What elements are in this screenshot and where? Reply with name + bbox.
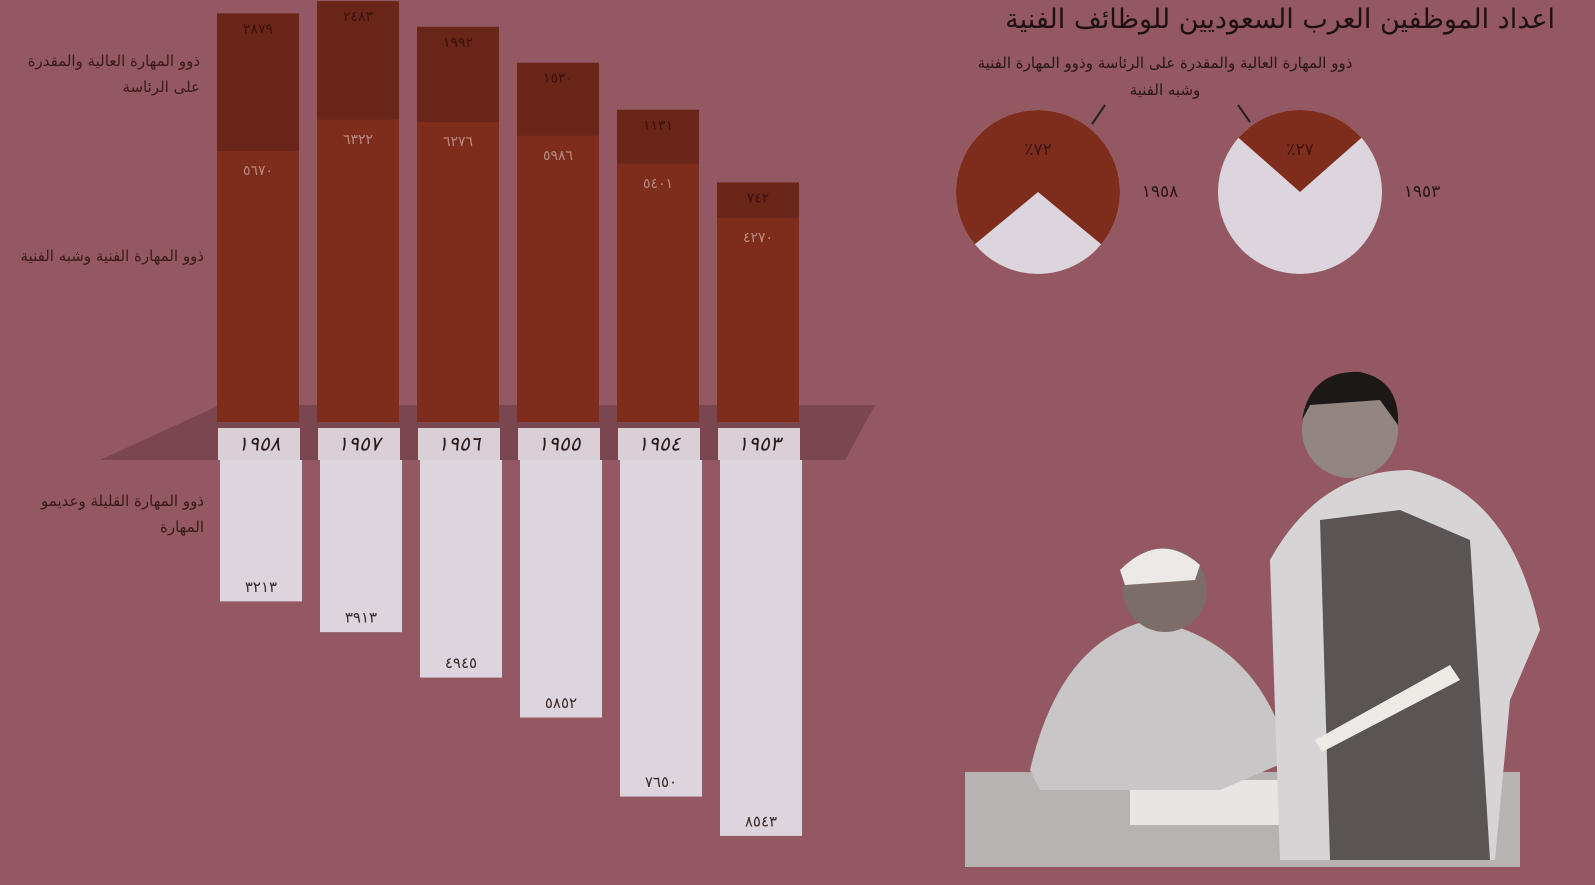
legend-label: ذوو المهارة الفنية وشبه الفنية bbox=[20, 247, 204, 265]
bar-segment bbox=[517, 62, 599, 136]
value-label: ٧٦٥٠ bbox=[645, 773, 677, 791]
value-label: ٪٧٢ bbox=[1024, 140, 1051, 160]
legend-label: ذوو المهارة القليلة وعديمو المهارة bbox=[41, 492, 204, 536]
value-label: ٪٢٧ bbox=[1286, 140, 1313, 160]
year-box bbox=[618, 428, 700, 460]
bar-segment bbox=[420, 460, 502, 678]
value-label: ٥٦٧٠ bbox=[243, 163, 273, 179]
value-label: ٥٩٨٦ bbox=[543, 148, 573, 164]
bar-segment bbox=[520, 460, 602, 718]
value-label: ٥٤٠١ bbox=[643, 176, 673, 192]
bar-segment bbox=[417, 122, 499, 422]
value-label: ٧٤٢ bbox=[747, 190, 770, 206]
bar-segment bbox=[717, 182, 799, 218]
value-label: ٦٢٧٦ bbox=[443, 134, 473, 150]
legend-label: ذوو المهارة العالية والمقدرة على الرئاسة bbox=[27, 52, 200, 96]
year-box bbox=[218, 428, 300, 460]
value-label: ٤٢٧٠ bbox=[743, 230, 773, 246]
value-label: ٢٤٨٣ bbox=[343, 9, 374, 25]
x-tick-label: ١٩٥٥ bbox=[538, 432, 582, 456]
bar-segment bbox=[417, 26, 499, 123]
bar-segment bbox=[317, 119, 399, 422]
value-label: ٦٣٢٢ bbox=[343, 132, 373, 148]
x-tick-label: ١٩٥٤ bbox=[638, 432, 682, 456]
value-label: ٥٨٥٢ bbox=[545, 694, 577, 712]
pie-slice bbox=[956, 109, 1120, 245]
bar-segment bbox=[320, 460, 402, 633]
bar-segment bbox=[620, 460, 702, 797]
bar-segment bbox=[217, 13, 299, 151]
bar-segment bbox=[617, 163, 699, 422]
bar-segment bbox=[717, 217, 799, 422]
pie-label: ١٩٥٨ bbox=[1142, 182, 1179, 202]
x-tick-label: ١٩٥٨ bbox=[238, 432, 281, 456]
x-tick-label: ١٩٥٦ bbox=[438, 432, 482, 456]
bar-segment bbox=[217, 150, 299, 422]
value-label: ٢٨٧٩ bbox=[243, 21, 273, 37]
bar-segment bbox=[317, 1, 399, 120]
pie-title: ذوو المهارة العالية والمقدرة على الرئاسة… bbox=[977, 54, 1353, 99]
photo bbox=[965, 371, 1540, 867]
chart-title: اعداد الموظفين العرب السعوديين للوظائف ا… bbox=[1005, 4, 1555, 35]
year-box bbox=[718, 428, 800, 460]
bar-segment bbox=[220, 460, 302, 602]
x-tick-label: ١٩٥٣ bbox=[738, 432, 784, 456]
year-box bbox=[318, 428, 400, 460]
bar-segment bbox=[720, 460, 802, 836]
pie-label: ١٩٥٣ bbox=[1404, 182, 1441, 202]
value-label: ٤٩٤٥ bbox=[445, 654, 477, 672]
pointer bbox=[1091, 104, 1106, 125]
year-box bbox=[518, 428, 600, 460]
bar-segment bbox=[617, 109, 699, 164]
value-label: ١١٣١ bbox=[643, 118, 673, 134]
pie-slice bbox=[1238, 109, 1362, 192]
value-label: ٨٥٤٣ bbox=[745, 812, 777, 830]
value-label: ١٥٣٠ bbox=[543, 71, 573, 87]
value-label: ٣٢١٣ bbox=[245, 578, 277, 596]
x-tick-label: ١٩٥٧ bbox=[338, 432, 384, 456]
value-label: ٣٩١٣ bbox=[345, 609, 377, 627]
bar-segment bbox=[517, 135, 599, 422]
value-label: ١٩٩٢ bbox=[443, 35, 473, 51]
pointer bbox=[1237, 104, 1251, 123]
year-box bbox=[418, 428, 500, 460]
